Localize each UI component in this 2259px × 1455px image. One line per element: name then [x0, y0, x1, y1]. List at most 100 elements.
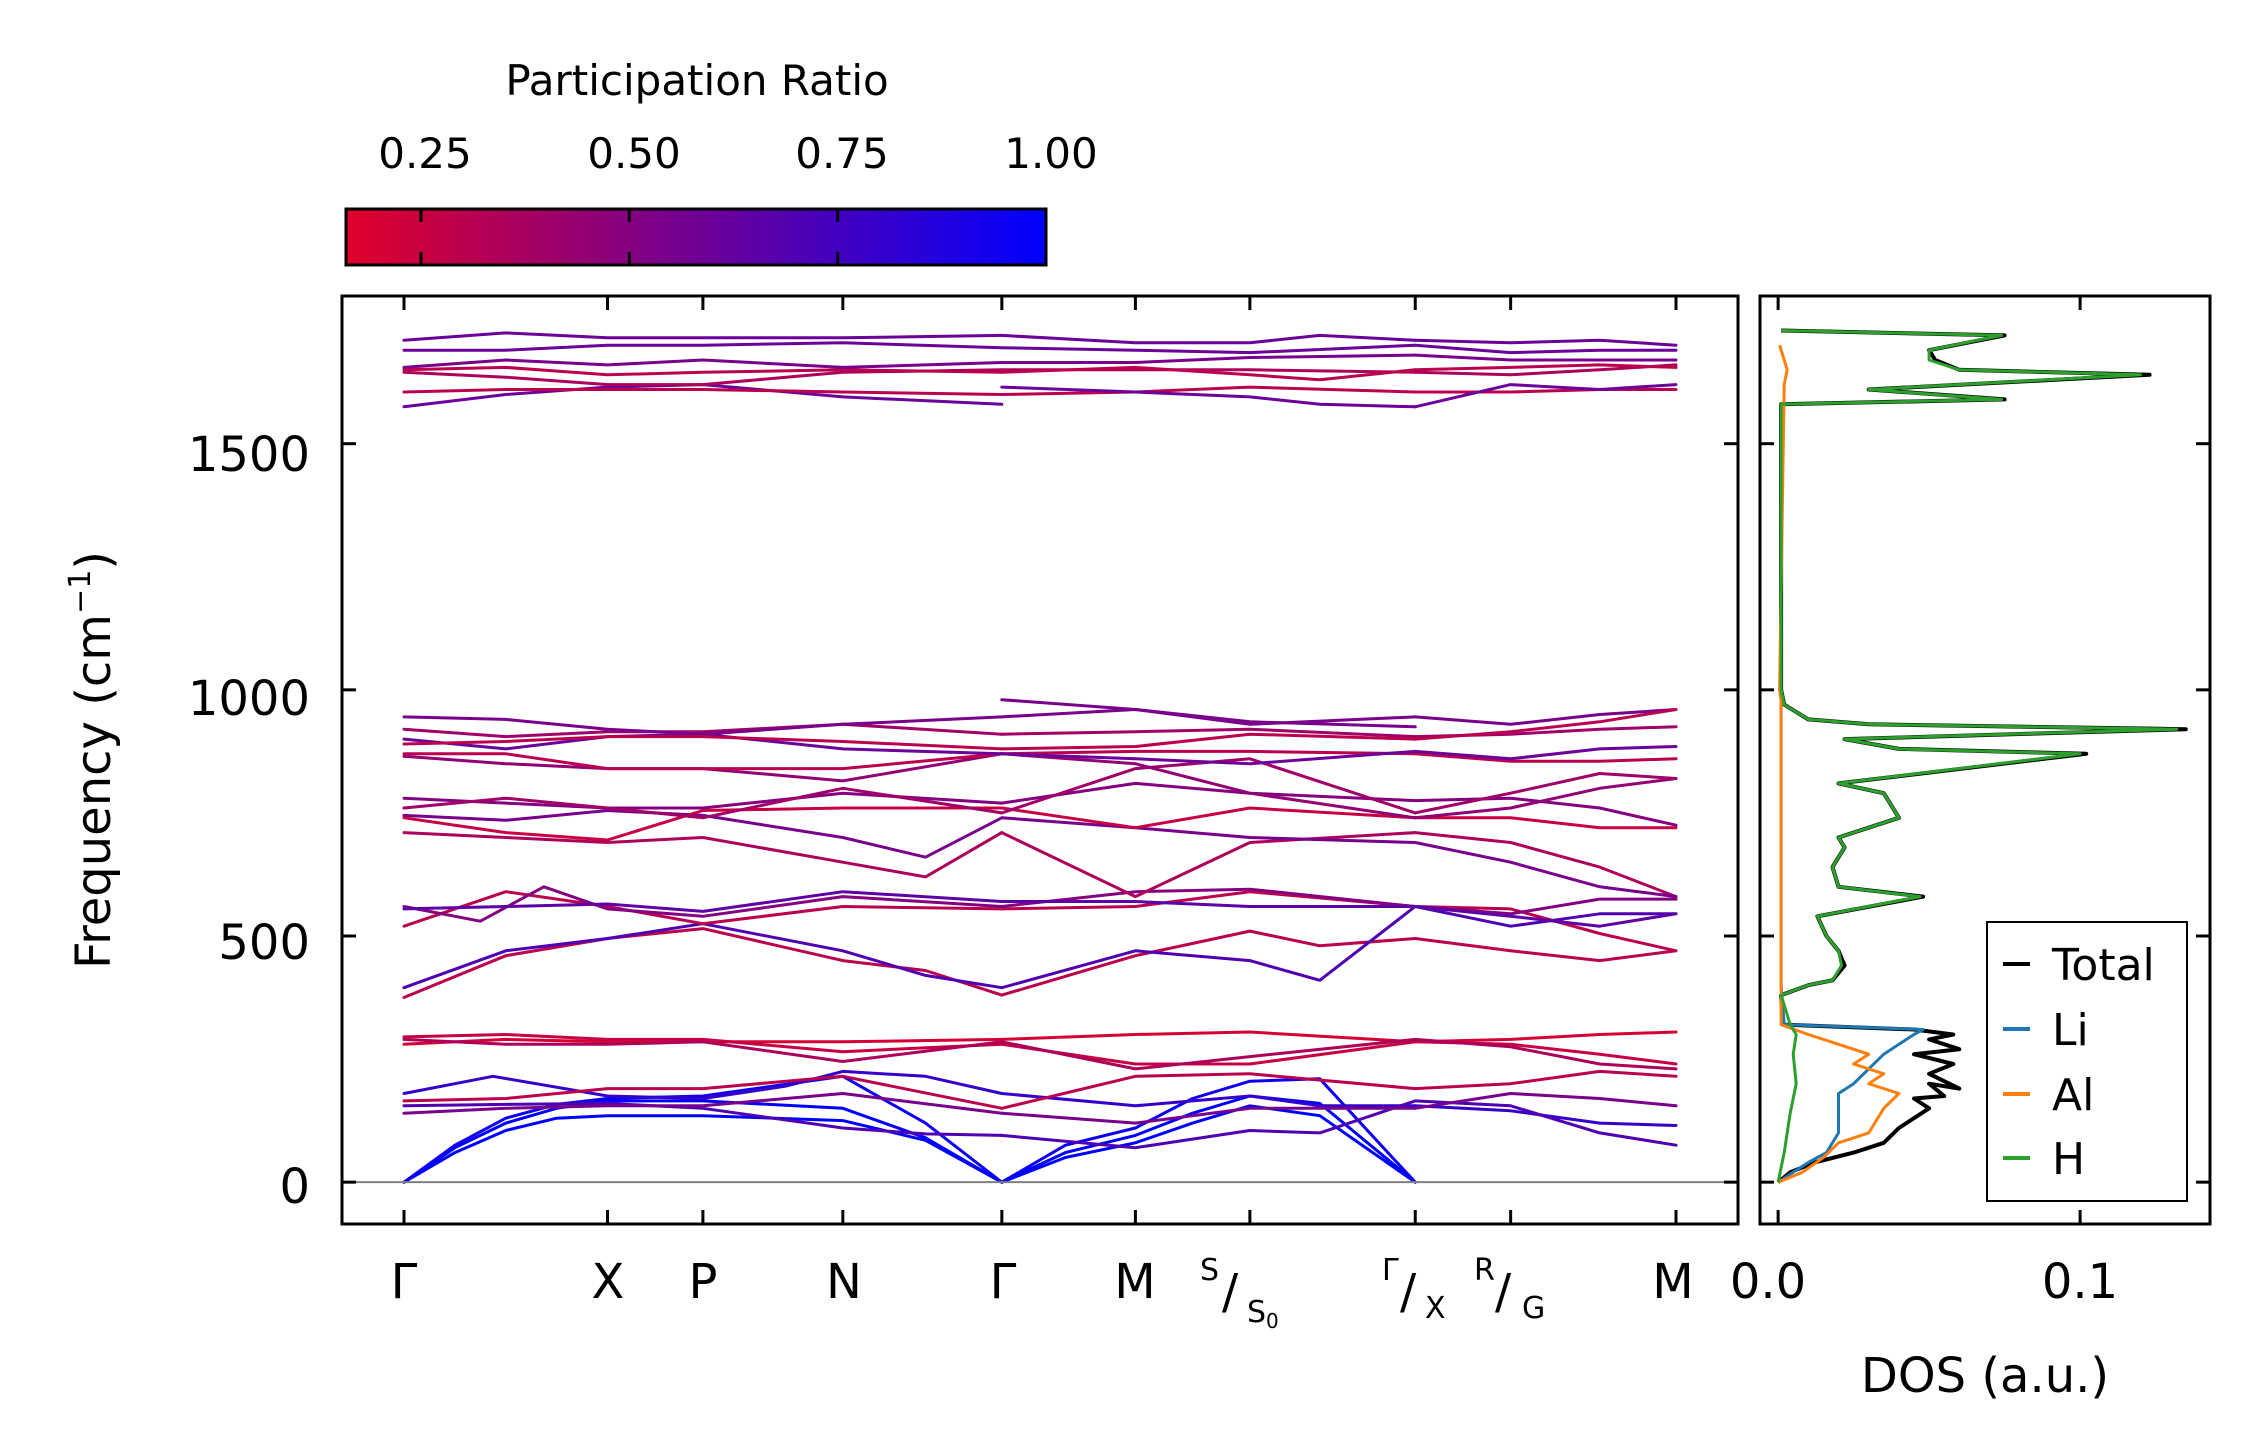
y-tick-label: 0 [279, 1159, 310, 1215]
phonon-band [1000, 385, 1417, 396]
phonon-band [402, 1037, 1004, 1063]
phonon-band [1413, 708, 1678, 726]
phonon-band [1000, 343, 1417, 355]
phonon-band [1000, 831, 1417, 899]
phonon-band [1000, 1037, 1417, 1071]
phonon-band [1000, 816, 1417, 844]
phonon-band [1413, 777, 1678, 820]
phonon-band [1413, 905, 1678, 928]
kpoint-label-s: S [1200, 1253, 1219, 1288]
phonon-band [402, 1069, 1004, 1100]
legend-box [1986, 921, 2188, 1202]
phonon-band [402, 927, 1004, 999]
phonon-band [1000, 732, 1417, 751]
phonon-band [1000, 353, 1417, 364]
phonon-band [402, 365, 1004, 377]
phonon-band [402, 1101, 1004, 1137]
phonon-band [1413, 796, 1678, 827]
colorbar-ticks [419, 209, 1048, 265]
phonon-band [1000, 929, 1417, 997]
phonon-band [402, 368, 1004, 387]
kpoint-label-r-g: R / G [1474, 1253, 1545, 1326]
phonon-band [402, 735, 1004, 751]
phonon-band [1413, 831, 1678, 899]
colorbar-tick-label: 0.50 [587, 129, 681, 178]
phonon-band [402, 890, 1004, 913]
phonon-band [1413, 708, 1678, 741]
phonon-band [1413, 338, 1678, 347]
kpoint-label-s-sub: S0 [1247, 1295, 1279, 1333]
phonon-band [1000, 749, 1417, 756]
phonon-band [402, 383, 1004, 409]
phonon-band [402, 1092, 1004, 1115]
dos-x-tick-label: 0.0 [1730, 1254, 1806, 1310]
colorbar-title: Participation Ratio [505, 56, 888, 105]
phonon-band [402, 1074, 1004, 1110]
y-axis-label: Frequency (cm−1) [63, 551, 122, 969]
phonon-band [402, 831, 1004, 879]
phonon-band [1000, 900, 1417, 908]
kpoint-slash: / [1400, 1264, 1417, 1320]
kpoint-sub-index: 0 [1266, 1309, 1279, 1333]
phonon-band [1000, 365, 1417, 382]
colorbar-tick-label: 0.75 [795, 129, 889, 178]
phonon-band [1000, 1099, 1417, 1150]
phonon-band [1413, 816, 1678, 830]
kpoint-label-m: M [1114, 1254, 1155, 1310]
phonon-band [1413, 1037, 1678, 1071]
dos-line-h [1776, 329, 2179, 1183]
dos-lines [1776, 328, 2188, 1184]
phonon-band [1000, 698, 1417, 729]
phonon-band [1000, 727, 1417, 739]
kpoint-label-r: R [1474, 1253, 1495, 1288]
phonon-band [1000, 781, 1417, 805]
phonon-band [402, 1099, 1004, 1184]
phonon-band [1413, 745, 1678, 761]
phonon-band [1413, 1092, 1678, 1110]
phonon-band [402, 341, 1004, 352]
phonon-band [402, 358, 1004, 369]
phonon-band [1000, 1104, 1417, 1184]
phonon-band [402, 752, 1004, 771]
phonon-band [402, 806, 1004, 842]
phonon-band [1413, 1099, 1678, 1147]
phonon-band [1413, 752, 1678, 763]
high-symmetry-lines [1002, 296, 1415, 1224]
y-ticks [342, 442, 1738, 1184]
phonon-band [1000, 752, 1417, 820]
legend-label-h: H [2052, 1134, 2085, 1185]
legend: Total Li Al H [1986, 921, 2188, 1202]
phonon-band [1000, 1030, 1417, 1044]
kpoint-label-n: N [826, 1254, 862, 1310]
kpoint-label-gamma: Γ [391, 1254, 418, 1310]
legend-label-total: Total [2051, 940, 2155, 991]
phonon-band [1413, 841, 1678, 899]
phonon-band [402, 791, 1004, 810]
phonon-band [1413, 937, 1678, 963]
kpoint-label-m: M [1652, 1254, 1693, 1310]
y-axis-label-exponent: −1 [63, 570, 98, 614]
colorbar-tick-label: 0.25 [378, 129, 472, 178]
phonon-band [1413, 772, 1678, 815]
phonon-band [1413, 1069, 1678, 1091]
kpoint-label-gamma-sup: Γ [1382, 1253, 1399, 1288]
kpoint-label-s-s0: S / S0 [1200, 1253, 1279, 1333]
legend-label-al: Al [2052, 1070, 2094, 1121]
phonon-band [1000, 887, 1417, 908]
dos-x-axis-label: DOS (a.u.) [1861, 1348, 2109, 1404]
colorbar [344, 207, 1048, 267]
band-panel-frame [340, 294, 1740, 1226]
y-axis-label-close: ) [66, 551, 122, 570]
phonon-band [1413, 388, 1678, 394]
dos-panel-frame [1758, 294, 2212, 1226]
kpoint-label-gamma: Γ [990, 1254, 1017, 1310]
kpoint-slash: / [1222, 1264, 1239, 1320]
dos-ticks [1760, 296, 2210, 1224]
phonon-band [402, 922, 1004, 990]
phonon-band [402, 809, 1004, 859]
kpoint-label-gamma-x: Γ / X [1382, 1253, 1446, 1326]
phonon-band [1000, 385, 1417, 409]
phonon-band [402, 1114, 1004, 1184]
